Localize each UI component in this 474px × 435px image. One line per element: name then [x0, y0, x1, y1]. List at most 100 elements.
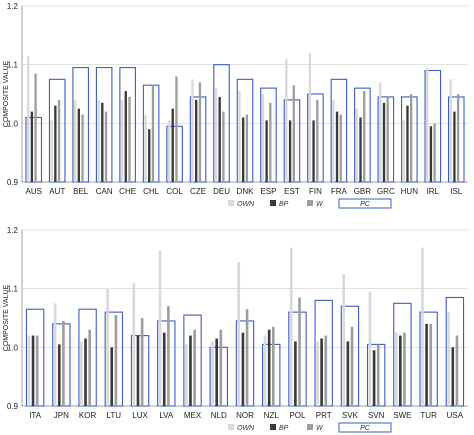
- x-tick-label: KOR: [79, 411, 97, 420]
- bar-bp: [267, 329, 271, 406]
- x-tick-label: MEX: [184, 411, 202, 420]
- bar-pc: [314, 299, 333, 407]
- legend-swatch-own: [228, 424, 234, 430]
- bar-own: [50, 120, 53, 182]
- y-tick-label: 0.9: [7, 402, 19, 411]
- bar-w: [292, 85, 295, 182]
- x-tick-label: IRL: [427, 187, 440, 196]
- bar-pc: [189, 96, 207, 183]
- legend-label-pc: PC: [360, 201, 371, 208]
- bar-w: [198, 82, 202, 182]
- x-tick-label: SVN: [368, 411, 385, 420]
- legend-swatch-w: [307, 200, 313, 206]
- legend-swatch-w: [307, 424, 313, 430]
- bar-w: [219, 329, 223, 406]
- bar-own: [402, 120, 405, 182]
- bar-own: [191, 79, 194, 182]
- x-tick-label: CAN: [96, 187, 113, 196]
- y-axis-title: COMPOSITE VALUE: [3, 60, 10, 127]
- bar-own: [263, 335, 267, 406]
- x-tick-label: CHL: [143, 187, 160, 196]
- legend-label-bp: BP: [279, 201, 289, 208]
- bar-pc: [52, 323, 71, 407]
- bar-own: [53, 303, 57, 406]
- bar-own: [73, 99, 77, 182]
- bar-bp: [429, 126, 433, 182]
- bar-bp: [294, 341, 297, 406]
- x-tick-label: PRT: [316, 411, 332, 420]
- chart-top: 0.9 1.0 1.1 1.2 COMPOSITE VALUE AUS AUT BEL CAN C…: [3, 2, 468, 209]
- bar-w: [81, 114, 84, 182]
- bar-own: [26, 55, 30, 182]
- bar-pc: [95, 67, 113, 183]
- legend-swatch-pc: [338, 198, 392, 209]
- bar-pc: [288, 311, 307, 407]
- y-tick-label: 0.9: [7, 178, 19, 187]
- bar-pc: [236, 78, 254, 183]
- x-tick-label: GBR: [354, 187, 372, 196]
- bar-pc: [166, 125, 183, 183]
- bar-own: [97, 99, 100, 182]
- x-tick-label: NLD: [211, 411, 227, 420]
- bar-pc: [307, 93, 324, 183]
- bar-own: [355, 108, 358, 182]
- bar-pc: [393, 302, 412, 407]
- bar-own: [214, 88, 218, 182]
- bar-w: [245, 309, 249, 406]
- bar-pc: [25, 116, 43, 183]
- x-tick-label: TUR: [420, 411, 437, 420]
- x-tick-label: ESP: [260, 187, 276, 196]
- bar-bp: [312, 120, 315, 182]
- bar-w: [167, 306, 170, 406]
- bar-bp: [382, 102, 386, 182]
- bar-own: [447, 312, 450, 406]
- bar-pc: [72, 67, 89, 183]
- legend: OWN BP W PC: [228, 198, 392, 209]
- bar-w: [104, 111, 108, 182]
- bar-own: [342, 274, 346, 406]
- bar-bp: [335, 111, 339, 182]
- x-tick-label: USA: [447, 411, 464, 420]
- bar-w: [151, 85, 155, 182]
- bar-bp: [195, 99, 198, 182]
- bar-pc: [119, 67, 136, 183]
- y-axis-title: COMPOSITE VALUE: [3, 284, 10, 351]
- legend-label-w: W: [316, 425, 324, 432]
- bar-pc: [447, 96, 465, 183]
- bar-w: [386, 96, 389, 182]
- bar-own: [211, 341, 214, 406]
- bar-bp: [399, 335, 402, 406]
- bar-bp: [148, 129, 151, 182]
- bar-w: [34, 73, 37, 182]
- bar-w: [57, 99, 61, 182]
- bar-bp: [171, 108, 174, 182]
- bar-pc: [183, 314, 202, 407]
- bar-own: [394, 332, 398, 406]
- bar-w: [456, 94, 460, 182]
- bar-own: [308, 52, 312, 182]
- bar-bp: [136, 335, 140, 406]
- bar-pc: [48, 78, 66, 183]
- bar-pc: [330, 78, 348, 183]
- x-tick-label: AUT: [49, 187, 65, 196]
- bar-w: [35, 335, 39, 406]
- bar-pc: [354, 87, 371, 183]
- bar-bp: [425, 323, 428, 406]
- x-tick-label: NOR: [236, 411, 254, 420]
- bar-bp: [162, 332, 166, 406]
- x-tick-label: FIN: [309, 187, 322, 196]
- legend-swatch-bp: [270, 424, 276, 430]
- bar-pc: [78, 308, 97, 407]
- bar-w: [316, 99, 319, 182]
- bar-pc: [25, 308, 45, 407]
- bar-w: [339, 114, 342, 182]
- bar-w: [272, 326, 275, 406]
- legend: OWN BP W PC: [228, 422, 392, 433]
- bar-bp: [30, 111, 34, 182]
- x-tick-label: JPN: [54, 411, 69, 420]
- x-tick-label: ISL: [450, 187, 463, 196]
- y-tick-label: 1.2: [7, 226, 19, 235]
- bar-own: [184, 344, 188, 406]
- x-tick-label: HUN: [401, 187, 419, 196]
- legend-label-w: W: [316, 201, 324, 208]
